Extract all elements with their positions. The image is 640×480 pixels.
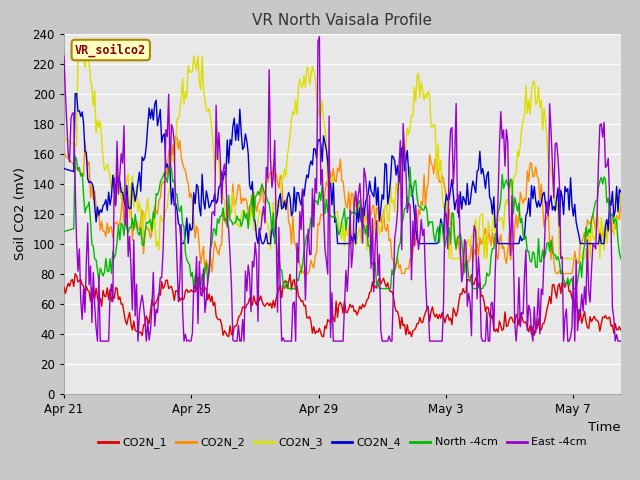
Y-axis label: Soil CO2 (mV): Soil CO2 (mV)	[14, 167, 27, 260]
X-axis label: Time: Time	[588, 421, 621, 434]
Text: VR_soilco2: VR_soilco2	[75, 43, 147, 57]
Legend: CO2N_1, CO2N_2, CO2N_3, CO2N_4, North -4cm, East -4cm: CO2N_1, CO2N_2, CO2N_3, CO2N_4, North -4…	[94, 433, 591, 453]
Title: VR North Vaisala Profile: VR North Vaisala Profile	[252, 13, 433, 28]
